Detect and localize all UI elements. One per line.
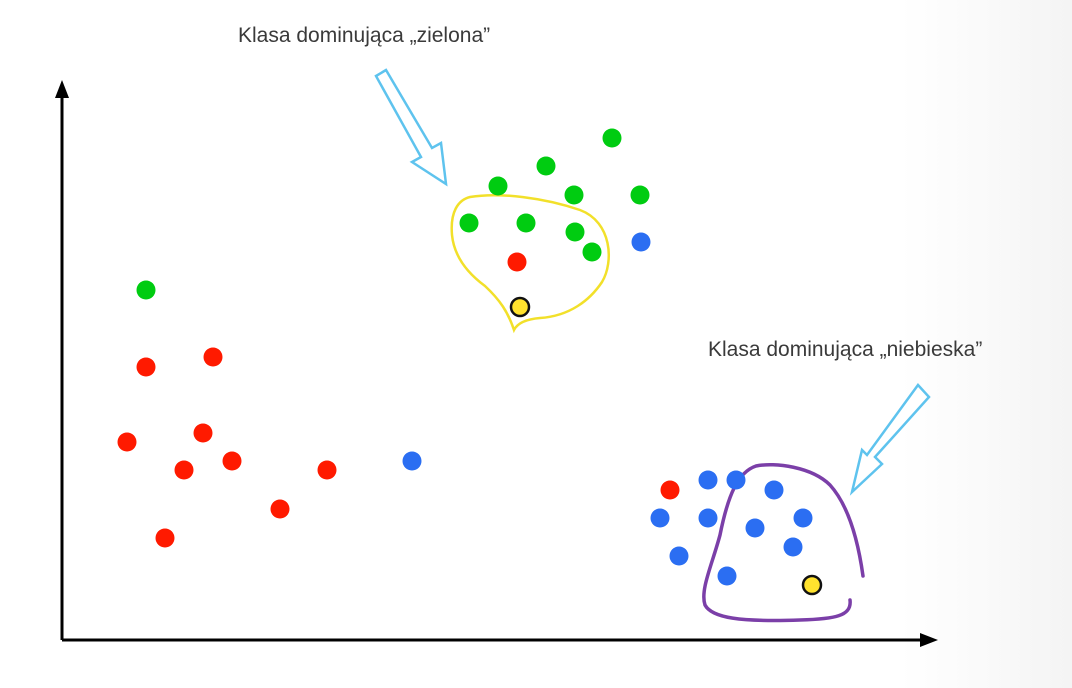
query-points (509, 296, 823, 596)
green-class-arrow (374, 68, 448, 187)
blue-point (793, 508, 813, 528)
blue-point (669, 546, 689, 566)
blue-point (745, 518, 765, 538)
blue-point (698, 470, 718, 490)
red-point (270, 499, 290, 519)
green-point (516, 213, 536, 233)
green-point (602, 128, 622, 148)
green-point (564, 185, 584, 205)
green-point (459, 213, 479, 233)
x-axis-arrowhead (920, 633, 938, 647)
red-point (193, 423, 213, 443)
blue-class-arrow (849, 383, 931, 496)
blue-neighborhood-outline (702, 462, 865, 623)
red-point (117, 432, 137, 452)
red-point (222, 451, 242, 471)
red-point (136, 357, 156, 377)
y-axis-arrowhead (55, 80, 69, 98)
blue-point (650, 508, 670, 528)
blue-point (698, 508, 718, 528)
green-point (136, 280, 156, 300)
query-point (509, 296, 531, 318)
red-point (174, 460, 194, 480)
green-class-label: Klasa dominująca „zielona” (238, 24, 491, 47)
blue-point (631, 232, 651, 252)
red-point (507, 252, 527, 272)
data-points (117, 128, 813, 586)
blue-point (402, 451, 422, 471)
red-point (203, 347, 223, 367)
red-point (155, 528, 175, 548)
green-point (582, 242, 602, 262)
blue-point (764, 480, 784, 500)
blue-point (726, 470, 746, 490)
red-point (317, 460, 337, 480)
red-point (660, 480, 680, 500)
green-point (630, 185, 650, 205)
query-point (801, 574, 823, 596)
blue-class-label: Klasa dominująca „niebieska” (708, 338, 983, 361)
green-point (488, 176, 508, 196)
green-point (565, 222, 585, 242)
green-point (536, 156, 556, 176)
green-neighborhood-outline (450, 194, 610, 334)
axes (55, 80, 938, 647)
blue-point (717, 566, 737, 586)
blue-point (783, 537, 803, 557)
